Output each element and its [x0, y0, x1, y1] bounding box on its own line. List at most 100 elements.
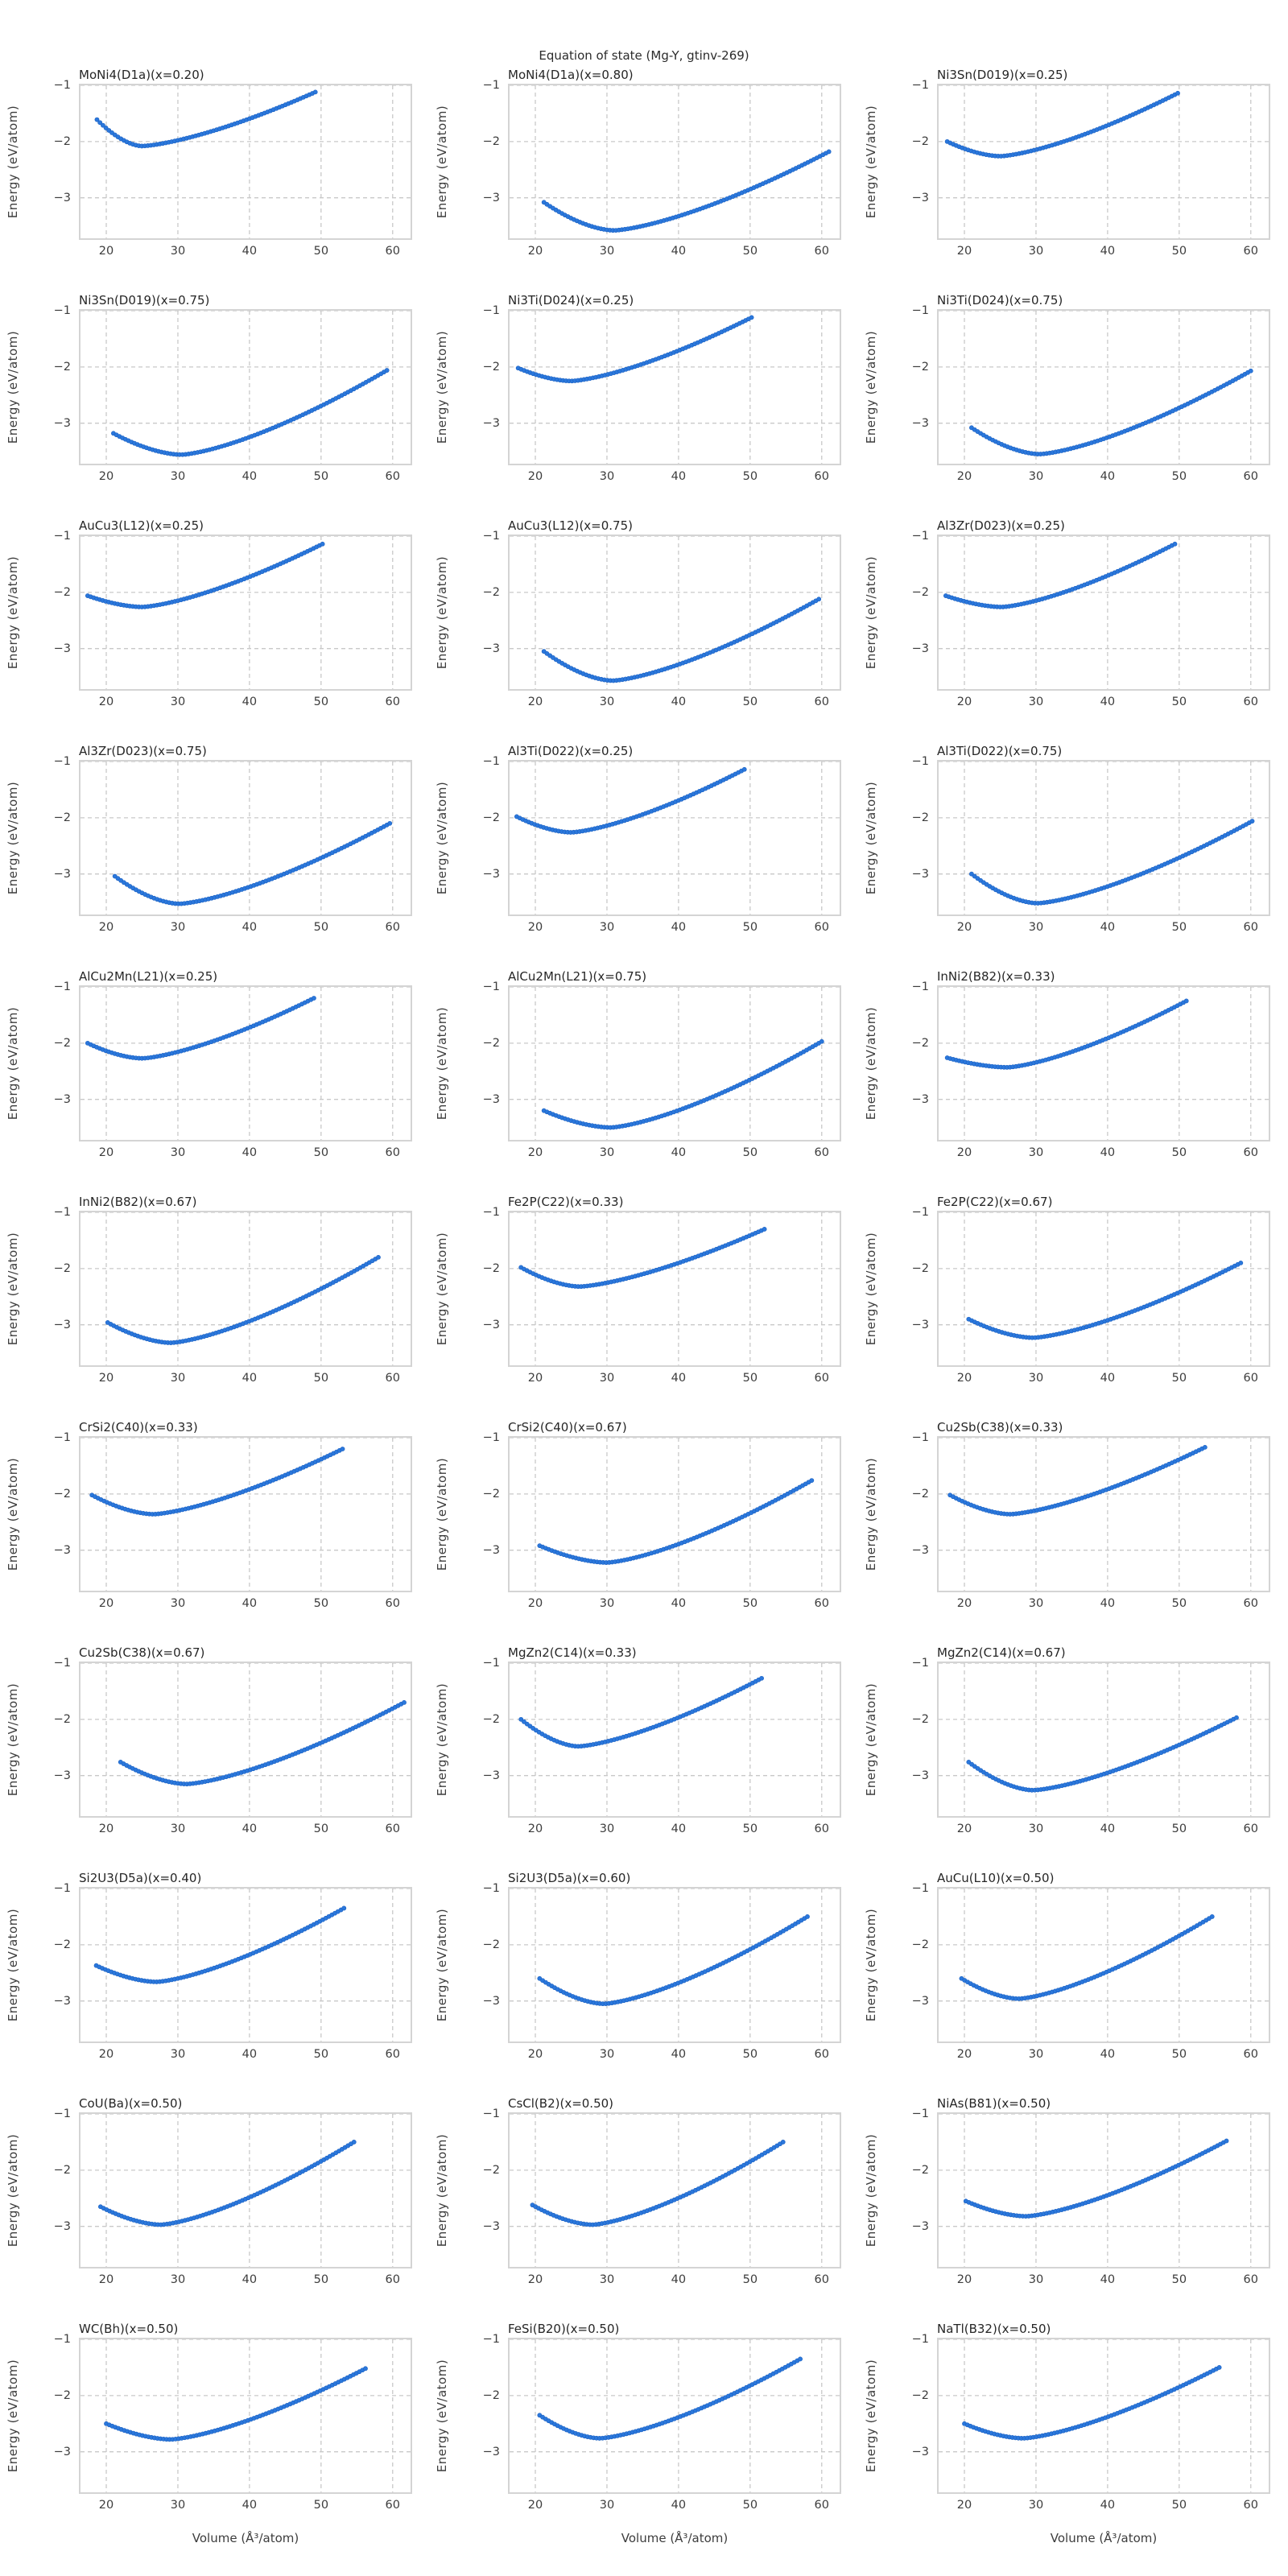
subplot-title: Cu2Sb(C38)(x=0.67): [79, 1645, 205, 1660]
eos-subplot: MgZn2(C14)(x=0.33) Energy (eV/atom) −1 −2…: [429, 1644, 858, 1869]
y-tick-label: −2: [53, 585, 71, 599]
x-tick-label: 30: [599, 1597, 615, 1610]
x-tick-label: 60: [1243, 1597, 1258, 1610]
y-tick-label: −2: [53, 811, 71, 824]
eos-scatter-plot: [939, 1663, 1269, 1816]
eos-scatter-plot: [939, 2114, 1269, 2267]
data-point: [816, 597, 822, 602]
x-tick-label: 50: [313, 2273, 329, 2286]
y-tick-label: −1: [53, 1882, 71, 1895]
subplot-title: NaTl(B32)(x=0.50): [937, 2322, 1051, 2336]
x-tick-label: 30: [599, 470, 615, 483]
y-tick-label: −1: [911, 1657, 929, 1670]
x-tick-label: 60: [385, 1597, 400, 1610]
x-tick-label: 50: [1171, 2273, 1187, 2286]
y-tick-label: −2: [53, 1036, 71, 1050]
plot-area: [79, 1662, 412, 1818]
y-axis-label: Energy (eV/atom): [435, 105, 449, 219]
x-tick-label: 20: [527, 2499, 543, 2512]
eos-scatter-plot: [80, 311, 411, 464]
plot-area: [79, 1211, 412, 1367]
eos-scatter-plot: [510, 987, 840, 1140]
y-tick-label: −2: [911, 811, 929, 824]
eos-scatter-plot: [939, 1212, 1269, 1365]
y-axis-label: Energy (eV/atom): [6, 330, 20, 444]
eos-scatter-plot: [939, 1889, 1269, 2041]
y-axis-label: Energy (eV/atom): [864, 1006, 878, 1121]
x-tick-label: 30: [1028, 2273, 1044, 2286]
x-tick-label: 40: [671, 1146, 687, 1159]
eos-scatter-plot: [939, 762, 1269, 914]
x-tick-label: 60: [385, 470, 400, 483]
eos-subplot: CrSi2(C40)(x=0.67) Energy (eV/atom) −1 −2…: [429, 1418, 858, 1644]
x-tick-label: 60: [1243, 696, 1258, 708]
plot-area: [937, 2112, 1270, 2268]
x-tick-label: 60: [1243, 921, 1258, 934]
data-point: [809, 1478, 815, 1483]
x-tick-label: 20: [527, 470, 543, 483]
y-tick-label: −1: [911, 1882, 929, 1895]
eos-subplot: Ni3Sn(D019)(x=0.75) Energy (eV/atom) −1 −…: [0, 291, 429, 517]
x-tick-label: 60: [814, 696, 829, 708]
plot-area: [937, 84, 1270, 240]
x-tick-label: 40: [242, 1823, 258, 1835]
eos-scatter-plot: [80, 2339, 411, 2492]
eos-subplot: WC(Bh)(x=0.50) Energy (eV/atom) −1 −2 −3 2…: [0, 2320, 429, 2576]
subplot-title: Fe2P(C22)(x=0.67): [937, 1195, 1053, 1209]
y-axis: Energy (eV/atom) −1 −2 −3: [429, 1882, 508, 2043]
x-axis: 20 30 40 50 60: [508, 1372, 841, 1391]
x-tick-label: 40: [242, 245, 258, 258]
data-point: [363, 2366, 368, 2372]
y-axis-label: Energy (eV/atom): [6, 2359, 20, 2473]
x-tick-label: 50: [313, 1372, 329, 1385]
y-tick-label: −1: [53, 79, 71, 92]
data-point: [1209, 1914, 1215, 1919]
y-tick-label: −1: [911, 1431, 929, 1444]
eos-subplot: NaTl(B32)(x=0.50) Energy (eV/atom) −1 −2 −…: [858, 2320, 1288, 2576]
y-tick-label: −1: [53, 530, 71, 543]
plot-area: [508, 309, 841, 465]
plot-area: [937, 985, 1270, 1141]
y-tick-label: −3: [53, 1318, 71, 1331]
x-tick-label: 50: [313, 1146, 329, 1159]
plot-area: [937, 1662, 1270, 1818]
x-tick-label: 50: [742, 2048, 758, 2061]
eos-subplot: Al3Zr(D023)(x=0.25) Energy (eV/atom) −1 −…: [858, 517, 1288, 742]
x-tick-label: 20: [527, 2273, 543, 2286]
y-tick-label: −1: [911, 304, 929, 317]
x-tick-label: 20: [956, 1823, 972, 1835]
y-axis: Energy (eV/atom) −1 −2 −3: [429, 980, 508, 1141]
x-tick-label: 40: [1100, 470, 1116, 483]
x-axis: 20 30 40 50 60: [937, 2048, 1270, 2067]
x-axis: 20 30 40 50 60: [937, 245, 1270, 264]
eos-scatter-plot: [510, 536, 840, 689]
x-tick-label: 50: [742, 470, 758, 483]
y-tick-label: −3: [482, 191, 500, 204]
x-axis: 20 30 40 50 60: [937, 696, 1270, 715]
plot-area: [508, 1887, 841, 2043]
eos-subplot: AlCu2Mn(L21)(x=0.25) Energy (eV/atom) −1…: [0, 968, 429, 1193]
x-tick-label: 60: [385, 245, 400, 258]
x-axis: 20 30 40 50 60: [79, 1146, 412, 1166]
eos-scatter-plot: [939, 311, 1269, 464]
y-axis-label: Energy (eV/atom): [6, 1006, 20, 1121]
y-tick-label: −3: [911, 1092, 929, 1106]
data-point: [798, 2356, 803, 2362]
x-tick-label: 40: [242, 921, 258, 934]
y-tick-label: −3: [53, 642, 71, 655]
subplot-title: AuCu(L10)(x=0.50): [937, 1871, 1055, 1885]
x-tick-label: 50: [1171, 1146, 1187, 1159]
subplot-title: CoU(Ba)(x=0.50): [79, 2096, 183, 2111]
x-tick-label: 30: [170, 696, 186, 708]
subplot-title: Al3Zr(D023)(x=0.75): [79, 744, 207, 758]
data-point: [805, 1914, 810, 1919]
x-tick-label: 30: [599, 1372, 615, 1385]
eos-scatter-plot: [939, 536, 1269, 689]
y-tick-label: −3: [53, 416, 71, 430]
y-tick-label: −2: [482, 2388, 500, 2402]
x-tick-label: 50: [1171, 1372, 1187, 1385]
eos-subplot: AuCu3(L12)(x=0.75) Energy (eV/atom) −1 −2…: [429, 517, 858, 742]
x-tick-label: 60: [814, 1823, 829, 1835]
eos-scatter-plot: [510, 1212, 840, 1365]
y-tick-label: −3: [482, 1092, 500, 1106]
